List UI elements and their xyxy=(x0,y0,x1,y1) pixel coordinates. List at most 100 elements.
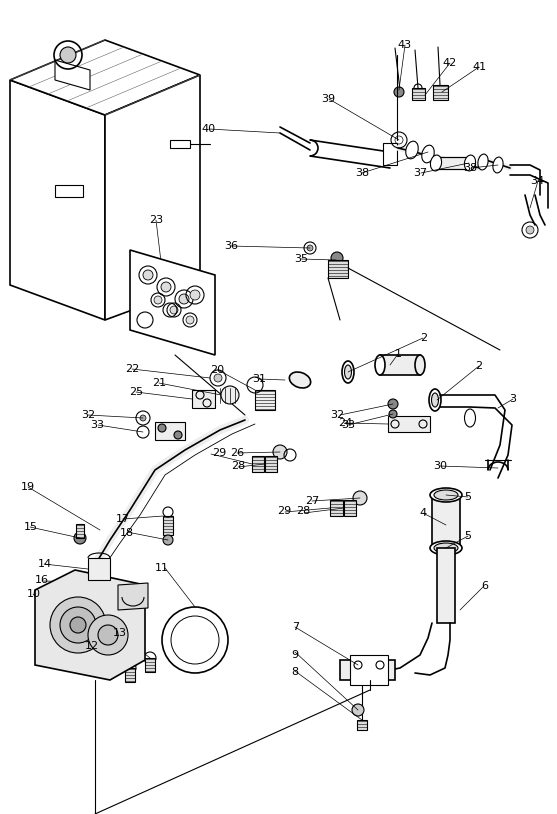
Text: 28: 28 xyxy=(231,461,246,470)
Text: 29: 29 xyxy=(277,506,291,516)
Text: 27: 27 xyxy=(305,496,319,505)
Ellipse shape xyxy=(344,365,351,379)
Circle shape xyxy=(88,615,128,655)
Polygon shape xyxy=(388,416,430,432)
Text: 28: 28 xyxy=(296,506,311,516)
Text: 29: 29 xyxy=(212,449,227,458)
Circle shape xyxy=(179,294,189,304)
Bar xyxy=(170,140,190,148)
Text: 8: 8 xyxy=(292,667,299,676)
Polygon shape xyxy=(55,60,90,90)
Ellipse shape xyxy=(478,154,488,170)
Text: 37: 37 xyxy=(413,168,428,177)
Text: 22: 22 xyxy=(125,364,139,374)
Text: 12: 12 xyxy=(85,641,99,650)
Circle shape xyxy=(92,579,98,585)
Text: 35: 35 xyxy=(294,254,308,264)
Text: 24: 24 xyxy=(338,418,353,428)
Ellipse shape xyxy=(375,355,385,375)
Ellipse shape xyxy=(430,541,462,555)
Circle shape xyxy=(158,424,166,432)
Polygon shape xyxy=(344,500,356,516)
Circle shape xyxy=(186,316,194,324)
Text: 39: 39 xyxy=(321,94,336,104)
Text: 32: 32 xyxy=(330,410,344,420)
Text: 6: 6 xyxy=(481,581,488,591)
Polygon shape xyxy=(330,500,343,516)
Polygon shape xyxy=(125,668,135,682)
Bar xyxy=(432,495,460,550)
Text: 26: 26 xyxy=(229,449,244,458)
Ellipse shape xyxy=(465,409,476,427)
Text: 19: 19 xyxy=(21,482,35,492)
Circle shape xyxy=(140,415,146,421)
Text: 25: 25 xyxy=(129,387,144,397)
Circle shape xyxy=(388,399,398,409)
Polygon shape xyxy=(130,250,215,355)
Polygon shape xyxy=(340,660,395,680)
Polygon shape xyxy=(380,355,420,375)
Circle shape xyxy=(98,625,118,645)
Polygon shape xyxy=(433,85,448,100)
Circle shape xyxy=(214,374,222,382)
Circle shape xyxy=(190,290,200,300)
Polygon shape xyxy=(118,583,148,610)
Text: 34: 34 xyxy=(530,176,545,186)
Polygon shape xyxy=(35,570,145,680)
Circle shape xyxy=(352,704,364,716)
Polygon shape xyxy=(192,390,215,408)
Text: 33: 33 xyxy=(341,420,355,430)
Circle shape xyxy=(307,245,313,251)
Polygon shape xyxy=(357,720,367,730)
Bar xyxy=(438,157,468,169)
Polygon shape xyxy=(145,658,155,672)
Circle shape xyxy=(221,386,239,404)
Circle shape xyxy=(70,617,86,633)
Text: 16: 16 xyxy=(35,575,49,585)
Circle shape xyxy=(174,431,182,439)
Polygon shape xyxy=(88,558,110,580)
Ellipse shape xyxy=(405,141,418,159)
Ellipse shape xyxy=(431,155,442,171)
Polygon shape xyxy=(10,80,105,320)
Text: 32: 32 xyxy=(81,410,95,420)
Circle shape xyxy=(394,87,404,97)
Polygon shape xyxy=(10,40,200,115)
Text: 4: 4 xyxy=(420,508,427,518)
Circle shape xyxy=(331,252,343,264)
Text: 5: 5 xyxy=(465,492,471,501)
Text: 42: 42 xyxy=(443,59,457,68)
Polygon shape xyxy=(163,516,173,535)
Text: 41: 41 xyxy=(472,62,486,72)
Text: 30: 30 xyxy=(433,462,447,471)
Polygon shape xyxy=(255,390,275,410)
Text: 17: 17 xyxy=(115,514,130,524)
Circle shape xyxy=(60,47,76,63)
Circle shape xyxy=(273,445,287,459)
Ellipse shape xyxy=(432,393,438,407)
Text: 36: 36 xyxy=(224,241,238,251)
Text: 7: 7 xyxy=(292,622,299,632)
Polygon shape xyxy=(76,524,84,538)
Text: 9: 9 xyxy=(292,650,299,660)
Polygon shape xyxy=(328,260,348,278)
Circle shape xyxy=(154,296,162,304)
Ellipse shape xyxy=(430,488,462,502)
Text: 2: 2 xyxy=(420,333,427,343)
Text: 23: 23 xyxy=(149,215,163,225)
Ellipse shape xyxy=(429,389,441,411)
Text: 18: 18 xyxy=(120,528,134,538)
Text: 40: 40 xyxy=(202,124,216,133)
Text: 31: 31 xyxy=(252,374,266,383)
Polygon shape xyxy=(265,456,277,472)
Text: 38: 38 xyxy=(355,168,369,177)
Polygon shape xyxy=(105,75,200,320)
Circle shape xyxy=(74,532,86,544)
Ellipse shape xyxy=(289,372,311,388)
Ellipse shape xyxy=(465,155,476,171)
Text: 13: 13 xyxy=(113,628,127,638)
Circle shape xyxy=(389,410,397,418)
Polygon shape xyxy=(155,422,185,440)
Circle shape xyxy=(163,535,173,545)
Text: 33: 33 xyxy=(90,420,105,430)
